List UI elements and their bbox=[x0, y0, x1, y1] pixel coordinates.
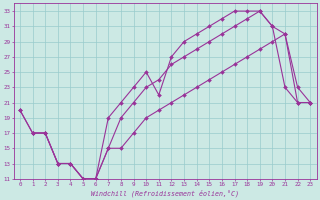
X-axis label: Windchill (Refroidissement éolien,°C): Windchill (Refroidissement éolien,°C) bbox=[91, 189, 239, 197]
